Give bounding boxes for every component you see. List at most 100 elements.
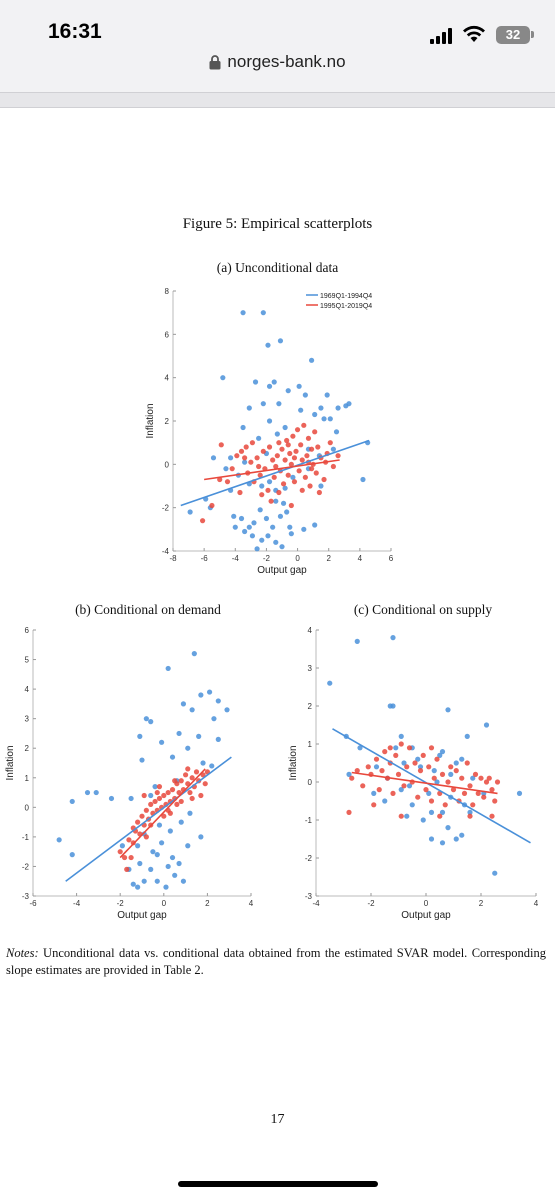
blue-scatter-point — [417, 764, 424, 770]
y-tick-label: 8 — [165, 287, 170, 296]
y-tick-label: -1 — [22, 833, 30, 842]
blue-scatter-point — [288, 531, 294, 537]
blue-scatter-point — [265, 533, 271, 539]
blue-scatter-point — [282, 424, 288, 431]
blue-scatter-point — [346, 401, 352, 407]
blue-scatter-point — [270, 524, 276, 530]
red-scatter-point — [165, 789, 171, 796]
blue-scatter-point — [439, 840, 446, 846]
y-tick-label: 1 — [25, 774, 30, 783]
blue-scatter-point — [415, 756, 421, 762]
legend-label: 1995Q1-2019Q4 — [320, 303, 372, 310]
y-axis-label: Inflation — [5, 745, 16, 780]
red-scatter-point — [395, 771, 402, 777]
blue-scatter-point — [273, 539, 279, 545]
red-scatter-point — [271, 474, 277, 480]
red-scatter-point — [287, 450, 293, 457]
battery-cap-icon — [531, 31, 534, 38]
blue-scatter-point — [240, 310, 246, 316]
blue-scatter-point — [453, 760, 459, 766]
blue-scatter-point — [256, 435, 262, 441]
red-scatter-point — [126, 837, 132, 843]
red-scatter-point — [238, 448, 245, 454]
blue-scatter-point — [390, 703, 396, 709]
red-scatter-point — [178, 778, 184, 784]
y-tick-label: 3 — [25, 715, 30, 724]
status-time: 16:31 — [48, 20, 102, 43]
blue-scatter-point — [206, 689, 213, 695]
blue-scatter-point — [215, 736, 221, 742]
blue-scatter-point — [176, 730, 182, 737]
red-scatter-point — [426, 764, 432, 770]
red-scatter-point — [156, 784, 163, 790]
red-scatter-point — [209, 502, 215, 509]
red-scatter-point — [174, 801, 180, 807]
red-scatter-point — [299, 457, 305, 463]
y-tick-label: 4 — [308, 626, 313, 635]
blue-scatter-point — [246, 405, 252, 411]
red-scatter-point — [218, 442, 224, 448]
blue-scatter-point — [148, 792, 154, 799]
red-scatter-point — [373, 756, 380, 762]
home-indicator[interactable] — [178, 1181, 378, 1187]
red-scatter-point — [379, 768, 385, 774]
blue-scatter-point — [276, 401, 282, 407]
red-scatter-point — [156, 795, 163, 802]
red-scatter-point — [276, 489, 282, 496]
red-scatter-point — [193, 769, 200, 775]
x-tick-label: 2 — [479, 899, 484, 908]
blue-scatter-point — [148, 866, 154, 872]
blue-scatter-point — [198, 692, 204, 698]
blue-scatter-point — [346, 771, 352, 777]
blue-scatter-point — [445, 707, 451, 713]
blue-scatter-point — [279, 544, 285, 550]
red-scatter-point — [382, 749, 388, 755]
y-tick-label: 3 — [308, 664, 313, 673]
blue-scatter-point — [420, 817, 426, 823]
blue-scatter-point — [360, 476, 366, 483]
blue-scatter-point — [165, 863, 171, 870]
red-scatter-point — [249, 440, 256, 446]
blue-scatter-point — [150, 849, 156, 855]
blue-scatter-point — [163, 884, 169, 890]
blue-scatter-point — [439, 749, 446, 755]
toolbar-divider — [0, 92, 555, 108]
red-scatter-point — [304, 453, 310, 459]
chart-c-supply: -4 -2 0 2 4 -3 -2 -1 0 1 2 3 4 Output gap Inflation — [288, 626, 539, 921]
blue-scatter-point — [156, 822, 163, 828]
blue-scatter-point — [287, 524, 293, 530]
chart-a-unconditional: -8 -6 -4 -2 0 2 4 6 -4 -2 0 2 4 6 8 Output gap Inflation… — [145, 287, 396, 576]
blue-scatter-point — [492, 870, 498, 876]
red-scatter-point — [291, 479, 298, 485]
blue-scatter-point — [373, 764, 380, 770]
red-scatter-point — [349, 775, 355, 781]
x-tick-label: -2 — [263, 554, 271, 563]
blue-scatter-point — [154, 878, 160, 884]
red-scatter-point — [335, 453, 341, 459]
blue-scatter-point — [196, 733, 202, 739]
red-scatter-point — [420, 752, 426, 758]
blue-scatter-point — [354, 638, 360, 644]
browser-status-bar — [0, 0, 555, 92]
y-tick-label: 2 — [308, 702, 313, 711]
red-scatter-point — [313, 470, 319, 476]
url-bar[interactable]: norges-bank.no — [0, 52, 555, 88]
blue-scatter-point — [298, 407, 304, 413]
blue-scatter-point — [483, 722, 490, 728]
red-scatter-point — [224, 479, 231, 485]
blue-scatter-point — [128, 795, 134, 802]
red-scatter-point — [242, 455, 248, 461]
x-tick-label: 0 — [295, 554, 300, 563]
red-scatter-point — [312, 429, 318, 435]
red-scatter-point — [161, 792, 167, 799]
blue-scatter-point — [169, 754, 176, 760]
blue-scatter-point — [284, 509, 290, 515]
y-tick-label: -2 — [305, 854, 313, 863]
red-scatter-point — [169, 787, 176, 793]
blue-scatter-point — [152, 784, 158, 790]
y-tick-label: 0 — [308, 778, 313, 787]
cellular-signal-icon — [430, 28, 452, 44]
blue-scatter-point — [431, 768, 437, 774]
x-tick-label: -4 — [73, 899, 81, 908]
red-scatter-point — [459, 775, 465, 781]
